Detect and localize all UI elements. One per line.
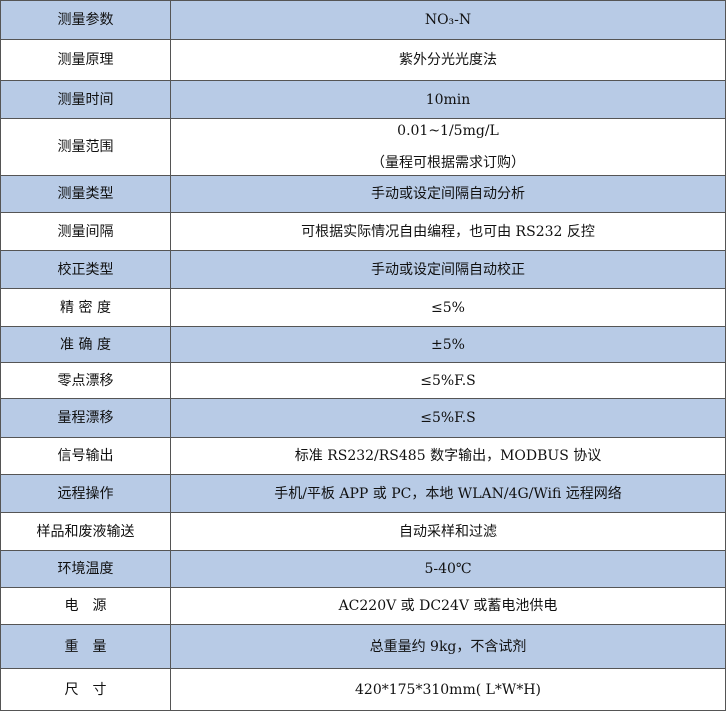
label-text: 测量参数	[57, 12, 114, 28]
row-value: 5-40℃	[171, 551, 726, 587]
row-value: 手动或设定间隔自动校正	[171, 251, 726, 288]
value-text: ≤5%F.S	[420, 372, 476, 389]
table-row: 校正类型 手动或设定间隔自动校正	[0, 250, 726, 288]
row-value: 手机/平板 APP 或 PC，本地 WLAN/4G/Wifi 远程网络	[171, 475, 726, 512]
row-value: ≤5%F.S	[171, 399, 726, 437]
row-value: 10min	[171, 81, 726, 118]
label-text: 测量原理	[57, 52, 114, 68]
label-text: 测量类型	[57, 186, 114, 202]
row-label: 测量原理	[0, 40, 171, 80]
label-text: 测量时间	[57, 91, 114, 108]
row-label: 校正类型	[0, 251, 171, 288]
row-value: ≤5%F.S	[171, 363, 726, 398]
row-label: 零点漂移	[0, 363, 171, 398]
row-value: 420*175*310mm( L*W*H)	[171, 669, 726, 710]
value-text: 5-40℃	[424, 561, 472, 577]
label-text: 精 密 度	[60, 299, 111, 316]
value-text: ±5%	[431, 336, 465, 353]
label-text: 样品和废液输送	[36, 523, 135, 540]
label-text: 测量范围	[57, 139, 114, 155]
table-row: 量程漂移 ≤5%F.S	[0, 398, 726, 437]
value-text: 可根据实际情况自由编程，也可由 RS232 反控	[301, 223, 595, 240]
table-row: 精 密 度 ≤5%	[0, 288, 726, 326]
table-row: 环境温度 5-40℃	[0, 550, 726, 587]
row-label: 远程操作	[0, 475, 171, 512]
value-text: 420*175*310mm( L*W*H)	[355, 681, 541, 698]
value-text: 自动采样和过滤	[399, 523, 497, 540]
row-label: 信号输出	[0, 438, 171, 474]
label-text: 尺 寸	[64, 681, 107, 698]
label-text: 信号输出	[57, 448, 114, 464]
value-text: 标准 RS232/RS485 数字输出，MODBUS 协议	[294, 448, 602, 464]
row-label: 测量间隔	[0, 213, 171, 250]
table-row: 电 源 AC220V 或 DC24V 或蓄电池供电	[0, 587, 726, 624]
table-row: 测量范围 0.01~1/5mg/L （量程可根据需求订购）	[0, 118, 726, 175]
label-text: 准 确 度	[60, 336, 111, 353]
table-row: 重 量 总重量约 9kg，不含试剂	[0, 624, 726, 668]
row-value: 自动采样和过滤	[171, 513, 726, 550]
label-text: 远程操作	[57, 485, 114, 502]
table-row: 测量原理 紫外分光光度法	[0, 39, 726, 80]
value-text: 手动或设定间隔自动校正	[371, 261, 525, 278]
header-row: 测量参数 NO₃-N	[0, 0, 726, 39]
row-label: 样品和废液输送	[0, 513, 171, 550]
table-row: 信号输出 标准 RS232/RS485 数字输出，MODBUS 协议	[0, 437, 726, 474]
row-label: 精 密 度	[0, 289, 171, 326]
row-label: 测量时间	[0, 81, 171, 118]
table-row: 尺 寸 420*175*310mm( L*W*H)	[0, 668, 726, 711]
table-row: 测量类型 手动或设定间隔自动分析	[0, 175, 726, 212]
value-text: AC220V 或 DC24V 或蓄电池供电	[338, 598, 558, 614]
row-value: ±5%	[171, 327, 726, 362]
row-value: 紫外分光光度法	[171, 40, 726, 80]
value-text: NO₃-N	[424, 12, 472, 28]
label-text: 量程漂移	[57, 410, 114, 426]
row-value: 手动或设定间隔自动分析	[171, 176, 726, 212]
table-row: 测量间隔 可根据实际情况自由编程，也可由 RS232 反控	[0, 212, 726, 250]
row-value: ≤5%	[171, 289, 726, 326]
label-text: 校正类型	[57, 261, 114, 278]
value-text: ≤5%	[431, 299, 465, 316]
row-value: 标准 RS232/RS485 数字输出，MODBUS 协议	[171, 438, 726, 474]
row-value: 可根据实际情况自由编程，也可由 RS232 反控	[171, 213, 726, 250]
value-text: 总重量约 9kg，不含试剂	[369, 638, 527, 655]
label-text: 零点漂移	[57, 372, 114, 389]
row-value: 总重量约 9kg，不含试剂	[171, 625, 726, 668]
value-text: 10min	[425, 91, 471, 108]
label-text: 测量间隔	[57, 223, 114, 240]
row-label: 尺 寸	[0, 669, 171, 710]
label-text: 重 量	[64, 638, 107, 655]
label-text: 电 源	[64, 598, 107, 614]
value-text: （量程可根据需求订购）	[371, 155, 525, 171]
row-label: 量程漂移	[0, 399, 171, 437]
row-value: NO₃-N	[171, 1, 726, 39]
value-text: 手动或设定间隔自动分析	[371, 186, 525, 202]
row-label: 测量参数	[0, 1, 171, 39]
row-value: AC220V 或 DC24V 或蓄电池供电	[171, 588, 726, 624]
table-row: 零点漂移 ≤5%F.S	[0, 362, 726, 398]
table-row: 准 确 度 ±5%	[0, 326, 726, 362]
label-text: 环境温度	[57, 561, 114, 577]
value-text: 紫外分光光度法	[399, 52, 497, 68]
table-row: 远程操作 手机/平板 APP 或 PC，本地 WLAN/4G/Wifi 远程网络	[0, 474, 726, 512]
row-value: 0.01~1/5mg/L （量程可根据需求订购）	[171, 119, 726, 175]
value-text: ≤5%F.S	[420, 410, 476, 426]
row-label: 重 量	[0, 625, 171, 668]
table-row: 样品和废液输送 自动采样和过滤	[0, 512, 726, 550]
value-text: 0.01~1/5mg/L	[397, 123, 499, 139]
value-text: 手机/平板 APP 或 PC，本地 WLAN/4G/Wifi 远程网络	[274, 485, 622, 502]
row-label: 测量范围	[0, 119, 171, 175]
row-label: 准 确 度	[0, 327, 171, 362]
row-label: 环境温度	[0, 551, 171, 587]
row-label: 电 源	[0, 588, 171, 624]
table-row: 测量时间 10min	[0, 80, 726, 118]
row-label: 测量类型	[0, 176, 171, 212]
